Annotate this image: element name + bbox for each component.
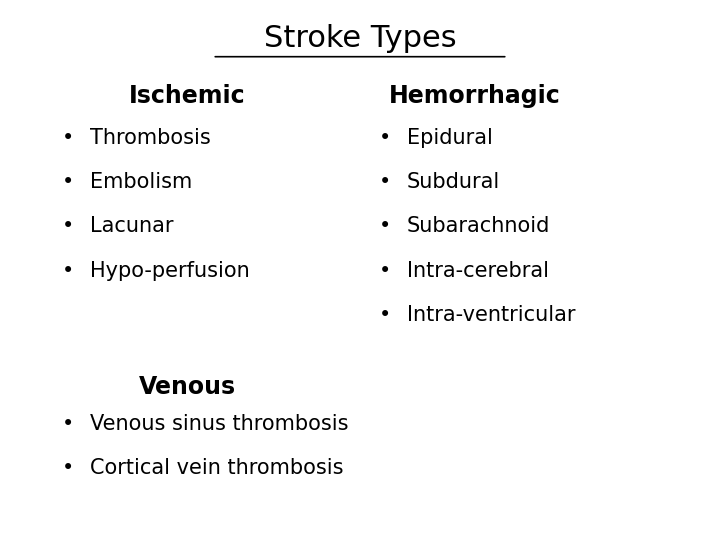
- Text: Intra-ventricular: Intra-ventricular: [407, 305, 575, 325]
- Text: •: •: [62, 458, 75, 478]
- Text: •: •: [379, 172, 392, 192]
- Text: Intra-cerebral: Intra-cerebral: [407, 260, 549, 281]
- Text: Embolism: Embolism: [90, 172, 192, 192]
- Text: Epidural: Epidural: [407, 127, 492, 148]
- Text: Venous: Venous: [139, 375, 235, 399]
- Text: •: •: [379, 127, 392, 148]
- Text: Cortical vein thrombosis: Cortical vein thrombosis: [90, 458, 343, 478]
- Text: Hemorrhagic: Hemorrhagic: [390, 84, 561, 107]
- Text: •: •: [62, 127, 75, 148]
- Text: •: •: [379, 305, 392, 325]
- Text: Hypo-perfusion: Hypo-perfusion: [90, 260, 250, 281]
- Text: Subdural: Subdural: [407, 172, 500, 192]
- Text: •: •: [62, 216, 75, 237]
- Text: •: •: [62, 414, 75, 434]
- Text: Lacunar: Lacunar: [90, 216, 174, 237]
- Text: •: •: [62, 172, 75, 192]
- Text: Subarachnoid: Subarachnoid: [407, 216, 550, 237]
- Text: Stroke Types: Stroke Types: [264, 24, 456, 53]
- Text: •: •: [62, 260, 75, 281]
- Text: Venous sinus thrombosis: Venous sinus thrombosis: [90, 414, 348, 434]
- Text: •: •: [379, 260, 392, 281]
- Text: •: •: [379, 216, 392, 237]
- Text: Ischemic: Ischemic: [129, 84, 246, 107]
- Text: Thrombosis: Thrombosis: [90, 127, 211, 148]
